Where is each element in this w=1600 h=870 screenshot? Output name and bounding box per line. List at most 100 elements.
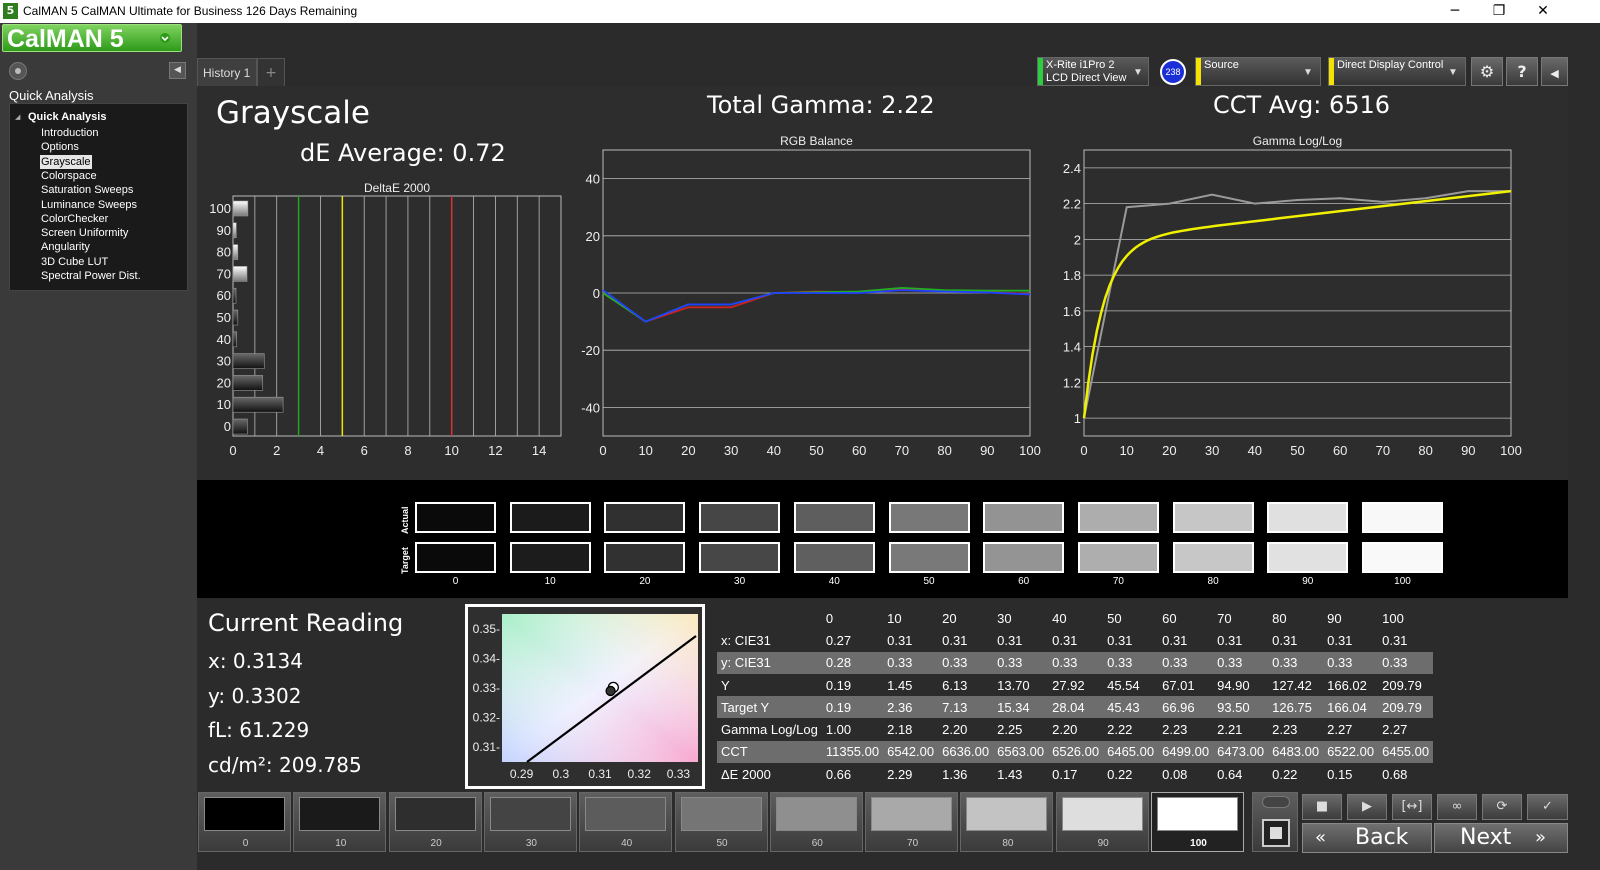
settings-button[interactable]: ⚙	[1471, 57, 1503, 86]
tree-item-3d-cube-lut[interactable]: 3D Cube LUT	[41, 255, 109, 268]
patch-button[interactable]: 0	[198, 792, 291, 852]
cie-y-tick: 0.32-	[473, 711, 500, 725]
patch-button[interactable]: 20	[388, 792, 482, 852]
tree-item-introduction[interactable]: Introduction	[41, 127, 99, 139]
table-cell: 0.31	[1378, 629, 1434, 652]
table-cell: 13.70	[993, 673, 1049, 697]
table-cell: 0.22	[1103, 763, 1159, 786]
patch-button[interactable]: 10	[293, 792, 387, 852]
tree-item-saturation-sweeps[interactable]: Saturation Sweeps	[41, 184, 134, 197]
stop-patch-button[interactable]	[1262, 819, 1290, 847]
deltae-bar	[232, 266, 248, 282]
table-cell: 0.33	[1158, 651, 1214, 674]
back-label: Back	[1355, 825, 1409, 850]
table-cell: 0.19	[821, 696, 884, 719]
chevron-down-icon: ▼	[1448, 67, 1458, 78]
gamma-y-tick: 1.2	[1063, 375, 1081, 390]
cie-gamut-overlay	[502, 614, 698, 762]
meter-selector[interactable]: X-Rite i1Pro 2 LCD Direct View ▼	[1037, 57, 1149, 86]
table-cell: 7.13	[938, 696, 994, 719]
table-cell: 0.19	[821, 673, 884, 697]
column-header: 40	[1048, 607, 1104, 630]
close-button[interactable]: ✕	[1537, 3, 1549, 19]
deltae-plot-frame	[232, 195, 562, 437]
patch-button[interactable]: 40	[579, 792, 673, 852]
table-cell: 0.31	[993, 629, 1049, 652]
stop-button[interactable]: ■	[1302, 794, 1342, 820]
patch-button[interactable]: 50	[674, 792, 768, 852]
minimize-button[interactable]: ─	[1450, 3, 1460, 19]
meter-badge[interactable]: 238	[1160, 59, 1186, 85]
target-swatch	[509, 542, 591, 573]
eject-icon[interactable]	[1262, 796, 1290, 808]
play-button[interactable]: ▶	[1347, 794, 1387, 820]
table-cell: 0.31	[883, 629, 939, 652]
deltae-y-tick: 100	[209, 201, 231, 216]
table-cell: 67.01	[1158, 673, 1214, 697]
tree-root-quick-analysis[interactable]: Quick Analysis	[28, 111, 107, 123]
tab-history-1[interactable]: History 1	[197, 58, 257, 86]
deltae-x-tick: 6	[361, 443, 368, 458]
patch-button[interactable]: 90	[1055, 792, 1149, 852]
back-button[interactable]: « Back	[1302, 823, 1432, 853]
gamma-measured-line	[1083, 190, 1511, 419]
tree-item-luminance-sweeps[interactable]: Luminance Sweeps	[41, 198, 138, 211]
source-selector[interactable]: Source ▼	[1195, 57, 1321, 86]
table-cell: 2.23	[1268, 718, 1324, 741]
collapse-right-panel-button[interactable]: ◀	[1541, 57, 1568, 86]
table-cell: 2.22	[1103, 718, 1159, 741]
tree-expand-icon[interactable]: ◢	[15, 113, 21, 121]
table-cell: 2.18	[883, 718, 939, 741]
deltae-bar	[232, 331, 238, 348]
gamma-x-tick: 10	[1119, 443, 1133, 458]
measure-once-button[interactable]: [↔]	[1392, 794, 1432, 820]
deltae-x-tick: 8	[404, 443, 411, 458]
deltae-bar	[232, 418, 248, 435]
patch-button[interactable]: 80	[960, 792, 1054, 852]
add-tab-button[interactable]: +	[257, 58, 285, 86]
confirm-button[interactable]: ✓	[1527, 794, 1568, 820]
tree-item-options[interactable]: Options	[41, 141, 79, 154]
rgb-x-tick: 10	[638, 443, 652, 458]
patch-swatch	[871, 797, 953, 831]
collapse-panel-icon[interactable]: ◀	[169, 62, 186, 79]
tree-item-colorspace[interactable]: Colorspace	[41, 169, 97, 182]
cie-measurement-point	[605, 685, 616, 697]
table-cell: 93.50	[1213, 696, 1269, 719]
actual-swatch	[1077, 502, 1159, 533]
refresh-button[interactable]: ⟳	[1482, 794, 1522, 820]
patch-button[interactable]: 60	[769, 792, 863, 852]
deltae-y-tick: 80	[217, 245, 231, 260]
patch-button[interactable]: 100	[1151, 792, 1244, 852]
table-cell: 28.04	[1048, 696, 1104, 719]
column-header: 100	[1378, 607, 1434, 630]
table-cell: 6.13	[938, 673, 994, 697]
table-cell: 0.33	[1268, 651, 1324, 674]
table-cell: 0.31	[1268, 629, 1324, 652]
tree-item-colorchecker[interactable]: ColorChecker	[41, 212, 109, 225]
table-cell: 0.31	[1158, 629, 1214, 652]
panel-pin-icon[interactable]	[9, 62, 27, 80]
calman-logo-menu[interactable]: CalMAN 5	[2, 24, 182, 53]
tree-item-spectral-power-dist[interactable]: Spectral Power Dist.	[41, 270, 141, 282]
tree-item-screen-uniformity[interactable]: Screen Uniformity	[41, 227, 129, 240]
patch-button[interactable]: 70	[865, 792, 959, 852]
next-button[interactable]: Next »	[1434, 823, 1568, 853]
table-cell: 166.04	[1323, 696, 1379, 719]
tree-item-grayscale[interactable]: Grayscale	[40, 154, 92, 169]
target-swatch	[983, 542, 1065, 573]
swatch-label: 10	[544, 576, 556, 587]
table-cell: 0.33	[1323, 651, 1379, 674]
gamma-x-tick: 30	[1205, 443, 1219, 458]
column-header: 0	[821, 607, 884, 630]
table-cell: 6483.00	[1268, 740, 1324, 764]
patch-button[interactable]: 30	[483, 792, 577, 852]
table-cell: 2.21	[1213, 718, 1269, 741]
maximize-button[interactable]: ❐	[1492, 3, 1506, 19]
help-button[interactable]: ?	[1506, 57, 1538, 86]
meter-name-line1: X-Rite i1Pro 2	[1046, 59, 1115, 71]
table-cell: 2.36	[883, 696, 939, 719]
display-selector[interactable]: Direct Display Control ▼	[1328, 57, 1466, 86]
tree-item-angularity[interactable]: Angularity	[41, 241, 90, 254]
continuous-button[interactable]: ∞	[1437, 794, 1477, 820]
